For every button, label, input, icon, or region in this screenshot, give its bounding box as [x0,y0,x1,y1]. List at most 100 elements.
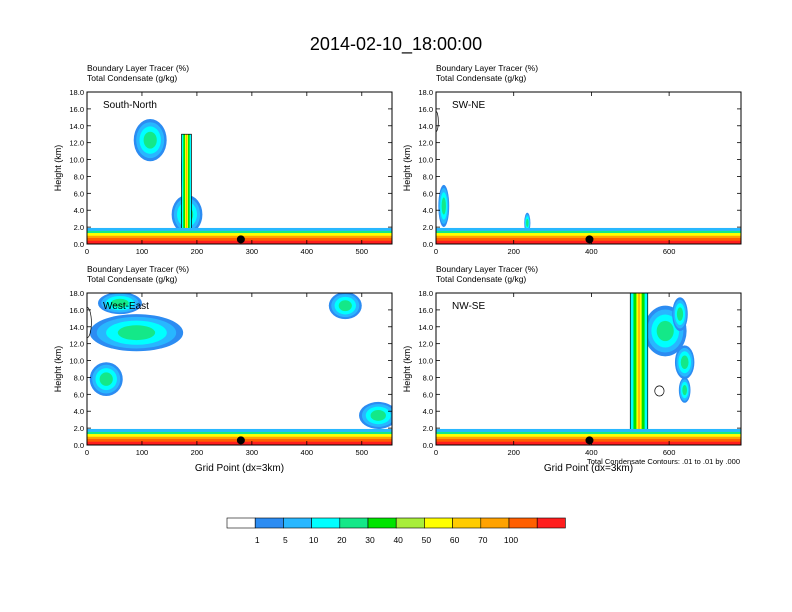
panel-sw-ne: Boundary Layer Tracer (%)Total Condensat… [402,63,742,256]
colorbar-label: 10 [309,535,319,545]
y-axis-label: Height (km) [402,346,412,393]
plot-area [436,293,741,445]
y-tick-label: 16.0 [418,105,433,114]
location-marker [585,235,594,244]
panel-subtitle: Total Condensate (g/kg) [87,73,177,83]
convective-column [186,134,187,232]
convective-column [638,293,640,437]
y-tick-label: 10.0 [418,156,433,165]
colorbar-swatch [536,517,566,529]
x-tick-label: 200 [191,247,204,256]
panel-subtitle: Total Condensate (g/kg) [436,274,526,284]
panel-nw-se: Boundary Layer Tracer (%)Total Condensat… [402,264,742,474]
y-tick-label: 14.0 [69,323,84,332]
y-tick-label: 6.0 [423,390,433,399]
y-tick-label: 0.0 [74,240,84,249]
panel-south-north: Boundary Layer Tracer (%)Total Condensat… [53,63,393,256]
y-tick-label: 18.0 [69,289,84,298]
x-tick-label: 100 [136,448,149,457]
y-axis-label: Height (km) [53,145,63,192]
x-tick-label: 0 [85,448,89,457]
y-tick-label: 12.0 [418,340,433,349]
cloud-blob [526,218,529,227]
y-tick-label: 14.0 [69,122,84,131]
cloud-blob [682,385,687,396]
y-tick-label: 8.0 [423,172,433,181]
x-axis-label: Grid Point (dx=3km) [195,463,284,474]
panel-west-east: Boundary Layer Tracer (%)Total Condensat… [53,264,393,474]
cloud-blob [111,298,129,308]
location-marker [236,235,245,244]
x-tick-label: 200 [507,247,520,256]
x-tick-label: 100 [136,247,149,256]
cloud-blob [370,410,386,421]
cloud-blob [656,320,674,342]
location-marker [236,436,245,445]
y-axis-label: Height (km) [53,346,63,393]
cloud-blob [338,300,352,312]
y-tick-label: 14.0 [418,122,433,131]
panel-frame [86,292,393,446]
panel-subtitle: Boundary Layer Tracer (%) [87,63,189,73]
colorbar-swatch [395,517,425,529]
x-tick-label: 0 [434,448,438,457]
y-tick-label: 12.0 [69,139,84,148]
colorbar: 1 5 10 20 30 40 50 60 70 100 [226,517,566,545]
y-tick-label: 12.0 [69,340,84,349]
y-axis-label: Height (km) [402,145,412,192]
y-tick-label: 2.0 [423,424,433,433]
panel-label: South-North [103,100,157,111]
y-tick-label: 8.0 [74,373,84,382]
panel-frame [435,292,742,446]
y-tick-label: 18.0 [69,88,84,97]
y-tick-label: 4.0 [423,407,433,416]
y-tick-label: 8.0 [423,373,433,382]
x-tick-label: 400 [301,448,314,457]
panel-subtitle: Total Condensate (g/kg) [87,274,177,284]
colorbar-label: 100 [504,535,518,545]
colorbar-label: 5 [283,535,288,545]
y-tick-label: 16.0 [69,306,84,315]
x-tick-label: 400 [301,247,314,256]
y-tick-label: 2.0 [423,223,433,232]
y-tick-label: 2.0 [74,424,84,433]
cloud-blob [99,372,113,386]
cloud-blob [441,197,446,215]
colorbar-label: 1 [255,535,260,545]
x-tick-label: 500 [356,247,369,256]
panel-subtitle: Boundary Layer Tracer (%) [436,63,538,73]
colorbar-swatch [283,517,312,529]
y-tick-label: 0.0 [423,441,433,450]
x-tick-label: 500 [356,448,369,457]
colorbar-label: 50 [422,535,432,545]
colorbar-label: 70 [478,535,488,545]
panel-label: SW-NE [452,100,485,111]
panel-subtitle: Boundary Layer Tracer (%) [436,264,538,274]
colorbar-label: 20 [337,535,347,545]
y-tick-label: 14.0 [418,323,433,332]
plot-area [436,111,741,244]
y-tick-label: 4.0 [74,407,84,416]
colorbar-label: 60 [450,535,460,545]
y-tick-label: 4.0 [423,206,433,215]
panel-frame [435,91,742,245]
y-tick-label: 6.0 [74,189,84,198]
colorbar-swatch [254,517,284,529]
x-tick-label: 300 [246,448,259,457]
colorbar-swatch [452,517,482,529]
x-tick-label: 600 [663,448,676,457]
condensate-contour [654,385,665,397]
x-tick-label: 400 [585,247,598,256]
y-tick-label: 0.0 [423,240,433,249]
contour-note: Total Condensate Contours: .01 to .01 by… [587,457,740,466]
panel-label: NW-SE [452,301,485,312]
y-tick-label: 16.0 [69,105,84,114]
colorbar-swatch [311,517,341,529]
panel-label: West-East [103,301,149,312]
colorbar-label: 40 [393,535,403,545]
cloud-blob [117,325,156,341]
y-tick-label: 6.0 [423,189,433,198]
colorbar-swatch [424,517,453,529]
x-tick-label: 200 [507,448,520,457]
